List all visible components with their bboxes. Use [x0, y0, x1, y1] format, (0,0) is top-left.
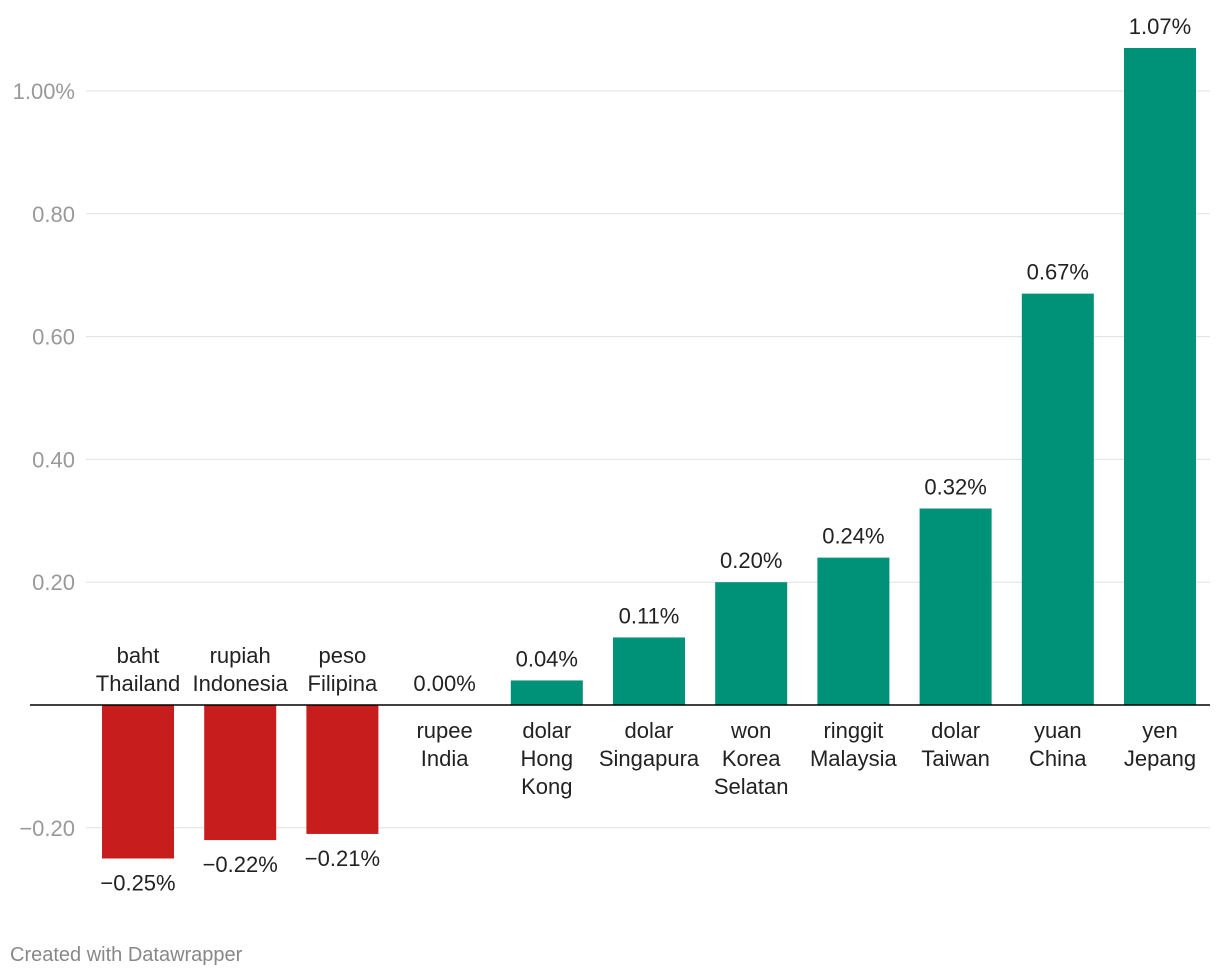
bar [510, 680, 583, 705]
category-label: peso [319, 643, 367, 668]
category-label: Jepang [1124, 746, 1196, 771]
category-label: dolar [931, 718, 980, 743]
data-label: 0.04% [516, 646, 578, 671]
category-label: Korea [722, 746, 781, 771]
category-label: yuan [1034, 718, 1082, 743]
data-label: 0.00% [413, 671, 475, 696]
y-tick-label: 1.00% [13, 79, 75, 104]
data-label: −0.22% [203, 852, 278, 877]
category-label: Filipina [308, 671, 378, 696]
bar [715, 582, 788, 705]
bar [1021, 293, 1094, 705]
data-label: 0.67% [1027, 260, 1089, 285]
y-tick-label: 0.80 [32, 202, 75, 227]
data-label: 0.20% [720, 548, 782, 573]
category-label: Kong [521, 774, 572, 799]
category-label: rupee [416, 718, 472, 743]
data-label: −0.21% [305, 846, 380, 871]
y-tick-label: 0.40 [32, 447, 75, 472]
category-label: won [730, 718, 771, 743]
bar [919, 508, 992, 705]
data-label: −0.25% [100, 871, 175, 896]
y-tick-label: 0.60 [32, 325, 75, 350]
bar [306, 705, 379, 834]
data-label: 0.24% [822, 524, 884, 549]
category-label: baht [117, 643, 160, 668]
category-label: rupiah [210, 643, 271, 668]
category-label: Malaysia [810, 746, 898, 771]
category-label: Thailand [96, 671, 180, 696]
category-label: dolar [522, 718, 571, 743]
bar [102, 705, 174, 859]
category-label: dolar [625, 718, 674, 743]
bar [613, 637, 685, 705]
bar [204, 705, 277, 841]
category-label: Taiwan [921, 746, 989, 771]
category-label: Singapura [599, 746, 700, 771]
category-label: yen [1142, 718, 1177, 743]
category-label: Hong [521, 746, 574, 771]
bar [1124, 48, 1196, 705]
category-label: India [421, 746, 469, 771]
bar-chart: 1.00% 0.80 0.60 0.40 0.20 −0.20 baht Thailand −0… [13, 14, 1210, 896]
category-label: ringgit [823, 718, 883, 743]
y-tick-label: 0.20 [32, 570, 75, 595]
category-label: Selatan [714, 774, 789, 799]
data-label: 0.32% [924, 475, 986, 500]
data-label: 1.07% [1129, 14, 1191, 39]
y-tick-label: −0.20 [19, 816, 75, 841]
bar [817, 557, 890, 705]
category-label: Indonesia [192, 671, 288, 696]
footer-credit[interactable]: Created with Datawrapper [10, 944, 243, 966]
data-label: 0.11% [619, 603, 680, 628]
category-label: China [1029, 746, 1087, 771]
